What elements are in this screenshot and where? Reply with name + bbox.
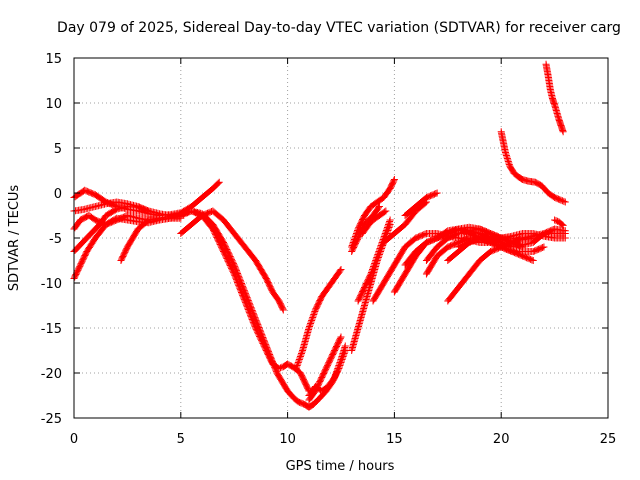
y-axis-label: SDTVAR / TECUs bbox=[7, 185, 22, 292]
data-marker-path bbox=[177, 207, 287, 314]
data-marker-path bbox=[542, 60, 567, 136]
data-marker-path bbox=[551, 216, 567, 229]
y-tick-label: 5 bbox=[54, 142, 62, 157]
data-marker-path bbox=[401, 189, 441, 219]
data-points bbox=[70, 60, 569, 411]
x-tick-label: 10 bbox=[279, 432, 296, 447]
x-tick-label: 5 bbox=[177, 432, 185, 447]
data-marker-path bbox=[358, 207, 390, 237]
series-track-16 bbox=[358, 207, 390, 237]
y-tick-label: -25 bbox=[41, 412, 62, 427]
y-tick-label: 15 bbox=[45, 52, 62, 67]
data-marker-path bbox=[354, 216, 394, 305]
axis-ticks bbox=[73, 57, 609, 419]
series-track-18 bbox=[401, 189, 441, 219]
series-track-28 bbox=[497, 128, 569, 206]
y-tick-label: -5 bbox=[49, 232, 62, 247]
series-track-7 bbox=[177, 207, 287, 314]
series-track-8 bbox=[292, 266, 345, 372]
series-track-14 bbox=[354, 216, 394, 305]
series-track-17 bbox=[380, 198, 430, 246]
data-marker-path bbox=[380, 198, 430, 246]
y-tick-label: 10 bbox=[45, 97, 62, 112]
data-marker-path bbox=[117, 207, 317, 411]
series-track-27 bbox=[454, 232, 537, 251]
series-track-29 bbox=[542, 60, 567, 136]
x-tick-label: 15 bbox=[386, 432, 403, 447]
y-tick-label: 0 bbox=[54, 187, 62, 202]
grid bbox=[74, 58, 608, 418]
data-marker-path bbox=[309, 347, 349, 408]
y-tick-label: -10 bbox=[41, 277, 62, 292]
series-track-30 bbox=[551, 216, 567, 229]
data-marker-path bbox=[454, 232, 537, 251]
y-tick-label: -20 bbox=[41, 367, 62, 382]
data-marker-path bbox=[497, 128, 569, 206]
series-track-6 bbox=[117, 207, 317, 411]
x-tick-label: 25 bbox=[600, 432, 617, 447]
y-tick-label: -15 bbox=[41, 322, 62, 337]
series-track-11 bbox=[309, 347, 349, 408]
x-tick-label: 20 bbox=[493, 432, 510, 447]
x-axis-label: GPS time / hours bbox=[286, 459, 395, 474]
data-marker-path bbox=[292, 266, 345, 372]
x-tick-label: 0 bbox=[70, 432, 78, 447]
chart-title: Day 079 of 2025, Sidereal Day-to-day VTE… bbox=[57, 20, 621, 36]
tick-labels: 0 5 10 15 20 25 -25 -20 -15 -10 -5 0 5 10 15 bbox=[41, 52, 617, 447]
